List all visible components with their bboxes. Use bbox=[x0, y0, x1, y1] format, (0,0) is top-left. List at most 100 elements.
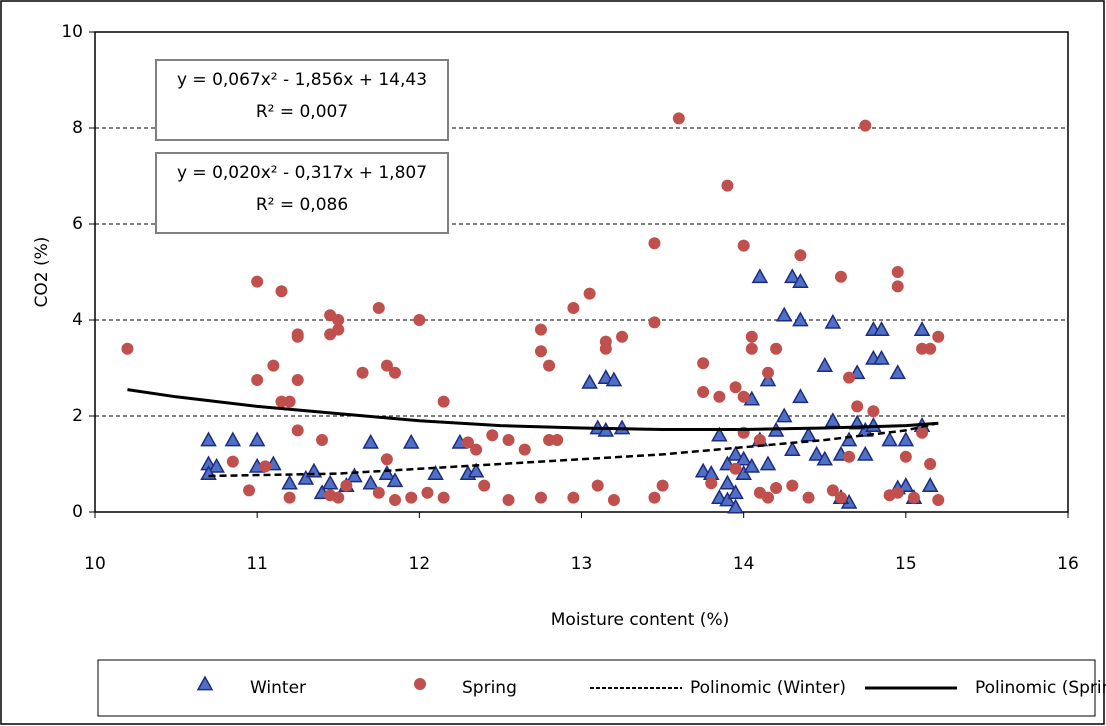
point bbox=[437, 395, 450, 408]
equation-text: y = 0,067x² - 1,856x + 14,43 bbox=[177, 70, 427, 90]
point bbox=[386, 472, 404, 488]
point bbox=[891, 486, 904, 499]
equation-box bbox=[155, 152, 449, 234]
point bbox=[761, 491, 774, 504]
point bbox=[921, 477, 939, 492]
y-tick-label: 8 bbox=[72, 118, 83, 138]
point bbox=[873, 321, 890, 336]
point bbox=[751, 268, 769, 284]
point bbox=[727, 445, 744, 461]
point bbox=[727, 484, 744, 500]
point bbox=[316, 434, 329, 446]
point bbox=[283, 491, 296, 504]
point bbox=[786, 479, 799, 492]
point bbox=[413, 314, 426, 326]
point bbox=[932, 330, 945, 343]
point bbox=[770, 482, 783, 494]
point bbox=[891, 280, 904, 293]
point bbox=[907, 491, 920, 504]
point bbox=[745, 342, 758, 355]
point bbox=[648, 237, 661, 250]
point bbox=[775, 306, 793, 322]
point bbox=[792, 273, 809, 288]
point bbox=[727, 498, 744, 514]
point bbox=[924, 342, 937, 355]
point bbox=[251, 374, 264, 386]
point bbox=[697, 357, 710, 370]
legend-marker bbox=[196, 675, 214, 691]
point bbox=[243, 484, 256, 497]
point bbox=[200, 431, 217, 447]
point bbox=[502, 434, 515, 446]
point bbox=[897, 431, 915, 447]
point bbox=[346, 467, 363, 483]
point bbox=[648, 316, 661, 329]
point bbox=[770, 342, 783, 355]
point bbox=[826, 484, 839, 497]
point bbox=[616, 330, 629, 343]
point bbox=[291, 330, 304, 343]
point bbox=[461, 436, 474, 449]
legend-marker bbox=[414, 678, 426, 690]
x-tick-label: 12 bbox=[409, 554, 431, 574]
legend-label: Polinomic (Spring) bbox=[975, 678, 1106, 698]
point bbox=[816, 357, 834, 372]
point bbox=[843, 450, 856, 463]
point bbox=[405, 491, 418, 504]
y-tick-label: 6 bbox=[72, 214, 83, 234]
point bbox=[389, 494, 402, 506]
point bbox=[891, 266, 904, 278]
point bbox=[759, 371, 777, 387]
point bbox=[251, 275, 264, 288]
point bbox=[932, 494, 945, 506]
point bbox=[824, 313, 842, 329]
point bbox=[291, 424, 304, 437]
point bbox=[834, 270, 847, 283]
point bbox=[427, 465, 444, 480]
point bbox=[567, 491, 580, 504]
point bbox=[421, 486, 434, 499]
point bbox=[840, 431, 858, 447]
legend-label: Polinomic (Winter) bbox=[690, 678, 846, 698]
point bbox=[743, 457, 761, 473]
point bbox=[478, 479, 491, 492]
point bbox=[897, 477, 915, 492]
point bbox=[834, 491, 847, 504]
point bbox=[389, 366, 402, 379]
equation-box bbox=[155, 59, 449, 141]
point bbox=[121, 342, 134, 355]
point bbox=[913, 321, 931, 336]
point bbox=[581, 373, 598, 389]
point bbox=[697, 386, 710, 398]
point bbox=[705, 477, 718, 490]
point bbox=[437, 491, 450, 504]
point bbox=[275, 285, 288, 298]
point bbox=[784, 441, 801, 456]
point bbox=[248, 431, 266, 447]
point bbox=[729, 381, 742, 394]
trend-line bbox=[208, 421, 939, 478]
x-tick-label: 11 bbox=[246, 554, 268, 574]
point bbox=[380, 453, 393, 466]
x-tick-label: 13 bbox=[571, 554, 593, 574]
point bbox=[759, 455, 777, 471]
point bbox=[761, 366, 774, 379]
point bbox=[281, 474, 298, 490]
point bbox=[362, 474, 379, 490]
point bbox=[735, 450, 752, 466]
equation-text: R² = 0,007 bbox=[256, 102, 348, 122]
x-tick-label: 14 bbox=[733, 554, 755, 574]
point bbox=[283, 395, 296, 408]
point bbox=[719, 474, 736, 490]
point bbox=[543, 359, 556, 372]
point bbox=[916, 426, 929, 439]
y-tick-label: 4 bbox=[72, 310, 83, 330]
point bbox=[362, 433, 379, 449]
x-axis-title: Moisture content (%) bbox=[551, 610, 729, 630]
point bbox=[267, 359, 280, 372]
point bbox=[794, 249, 807, 262]
point bbox=[745, 330, 758, 343]
x-tick-label: 10 bbox=[84, 554, 106, 574]
y-tick-label: 0 bbox=[72, 502, 83, 522]
